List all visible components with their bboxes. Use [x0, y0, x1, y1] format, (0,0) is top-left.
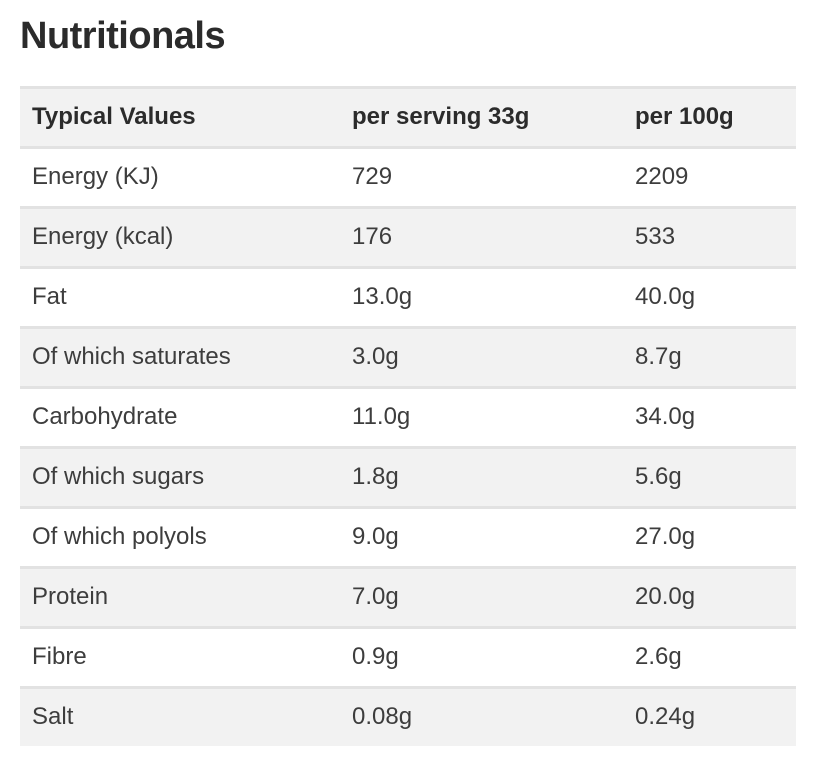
table-row-polyols: Of which polyols 9.0g 27.0g — [20, 506, 796, 568]
table-row-salt: Salt 0.08g 0.24g — [20, 686, 796, 746]
row-label: Fibre — [20, 626, 340, 688]
per-serving-value: 0.08g — [340, 686, 623, 746]
table-row-saturates: Of which saturates 3.0g 8.7g — [20, 326, 796, 388]
table-row-energy-kcal: Energy (kcal) 176 533 — [20, 206, 796, 268]
nutrition-table: Typical Values per serving 33g per 100g … — [20, 86, 796, 746]
header-row: Typical Values per serving 33g per 100g — [20, 86, 796, 148]
row-label: Fat — [20, 266, 340, 328]
per-100g-value: 20.0g — [623, 566, 796, 628]
per-serving-value: 13.0g — [340, 266, 623, 328]
row-label: Energy (kcal) — [20, 206, 340, 268]
row-label: Of which sugars — [20, 446, 340, 508]
per-100g-value: 8.7g — [623, 326, 796, 388]
per-100g-value: 533 — [623, 206, 796, 268]
nutritionals-section: Nutritionals Typical Values per serving … — [20, 15, 796, 746]
per-100g-value: 2.6g — [623, 626, 796, 688]
per-serving-value: 3.0g — [340, 326, 623, 388]
row-label: Of which saturates — [20, 326, 340, 388]
per-serving-value: 729 — [340, 146, 623, 208]
row-label: Protein — [20, 566, 340, 628]
per-100g-value: 0.24g — [623, 686, 796, 746]
column-header-per-serving: per serving 33g — [340, 86, 623, 148]
per-serving-value: 176 — [340, 206, 623, 268]
table-row-energy-kj: Energy (KJ) 729 2209 — [20, 146, 796, 208]
per-serving-value: 1.8g — [340, 446, 623, 508]
column-header-typical-values: Typical Values — [20, 86, 340, 148]
column-header-per-100g: per 100g — [623, 86, 796, 148]
per-serving-value: 0.9g — [340, 626, 623, 688]
per-100g-value: 5.6g — [623, 446, 796, 508]
per-serving-value: 11.0g — [340, 386, 623, 448]
row-label: Carbohydrate — [20, 386, 340, 448]
per-100g-value: 27.0g — [623, 506, 796, 568]
per-100g-value: 40.0g — [623, 266, 796, 328]
table-row-fat: Fat 13.0g 40.0g — [20, 266, 796, 328]
per-100g-value: 34.0g — [623, 386, 796, 448]
table-row-protein: Protein 7.0g 20.0g — [20, 566, 796, 628]
table-row-carbohydrate: Carbohydrate 11.0g 34.0g — [20, 386, 796, 448]
per-100g-value: 2209 — [623, 146, 796, 208]
per-serving-value: 7.0g — [340, 566, 623, 628]
row-label: Energy (KJ) — [20, 146, 340, 208]
per-serving-value: 9.0g — [340, 506, 623, 568]
row-label: Salt — [20, 686, 340, 746]
table-row-sugars: Of which sugars 1.8g 5.6g — [20, 446, 796, 508]
page-title: Nutritionals — [20, 15, 226, 57]
row-label: Of which polyols — [20, 506, 340, 568]
table-row-fibre: Fibre 0.9g 2.6g — [20, 626, 796, 688]
